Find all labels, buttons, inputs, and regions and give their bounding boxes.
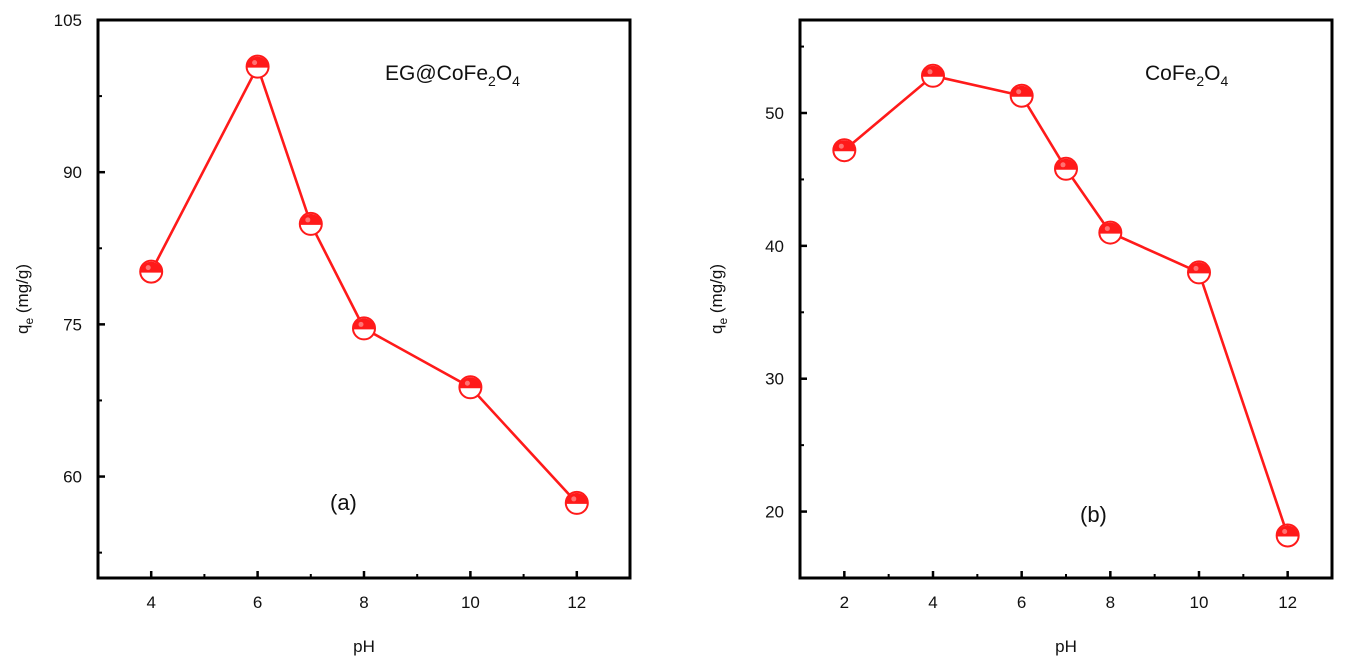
data-point-highlight: [252, 60, 258, 66]
data-point: [139, 259, 164, 284]
data-point: [1009, 83, 1034, 108]
data-point: [298, 211, 323, 236]
y-axis-label: qe (mg/g): [707, 264, 730, 334]
data-point-top-half: [1276, 525, 1299, 537]
x-tick-label: 2: [840, 593, 849, 612]
y-tick-label: 90: [63, 163, 82, 182]
data-point-top-half: [353, 318, 375, 330]
chart-panel-b: 2 4 6 8 10 12 20 30 40 50 pH qe (mg/g) CoFe2O4 (b): [707, 18, 1334, 656]
data-point-top-half: [1099, 222, 1122, 234]
data-point-highlight: [1282, 528, 1288, 534]
data-point: [832, 138, 857, 163]
data-point-highlight: [1104, 226, 1110, 232]
data-point-top-half: [459, 377, 482, 389]
x-tick-label: 8: [359, 593, 368, 612]
data-point-highlight: [1193, 265, 1199, 271]
data-point-highlight: [1060, 162, 1066, 168]
x-axis-label: pH: [1055, 637, 1077, 656]
data-point-highlight: [464, 380, 470, 386]
data-point-top-half: [140, 261, 163, 273]
panel-label: (a): [330, 490, 357, 515]
data-point: [245, 54, 270, 79]
data-point: [458, 375, 483, 400]
chart-panel-a: 4 6 8 10 12 60 75 90 105 pH qe (mg/g) EG@CoFe2O4 (a): [13, 11, 632, 656]
x-tick-label: 6: [253, 593, 262, 612]
series-line: [150, 63, 578, 504]
y-tick-label: 75: [63, 315, 82, 334]
data-point-top-half: [1055, 158, 1077, 170]
data-point-highlight: [358, 321, 364, 327]
data-point-top-half: [1010, 85, 1033, 97]
data-point-highlight: [927, 69, 933, 75]
x-tick-label: 4: [146, 593, 155, 612]
y-tick-label: 30: [765, 370, 784, 389]
y-tick-label: 105: [54, 11, 82, 30]
data-point: [1098, 220, 1123, 245]
data-point: [564, 490, 589, 515]
panel-label: (b): [1080, 502, 1107, 527]
data-point: [1187, 260, 1211, 285]
y-tick-label: 50: [765, 104, 784, 123]
series-line: [843, 74, 1289, 536]
x-tick-label: 12: [567, 593, 586, 612]
y-tick-label: 20: [765, 503, 784, 522]
sample-annotation: EG@CoFe2O4: [385, 62, 520, 89]
data-point: [921, 63, 945, 88]
x-tick-label: 10: [461, 593, 480, 612]
x-tick-label: 4: [928, 593, 937, 612]
data-point-top-half: [246, 56, 269, 68]
x-tick-label: 12: [1278, 593, 1297, 612]
y-axis-label: qe (mg/g): [13, 264, 36, 334]
x-tick-label: 6: [1017, 593, 1026, 612]
x-tick-label: 10: [1190, 593, 1209, 612]
data-point-top-half: [299, 213, 322, 225]
plot-frame: [96, 18, 632, 580]
data-point-highlight: [1016, 89, 1022, 95]
sample-annotation: CoFe2O4: [1145, 62, 1229, 89]
plot-frame: [798, 18, 1334, 580]
data-point: [1054, 156, 1078, 181]
data-point-highlight: [838, 143, 844, 149]
data-point-highlight: [571, 496, 577, 502]
data-point-top-half: [922, 65, 944, 77]
data-point-highlight: [305, 217, 311, 223]
data-point: [352, 316, 376, 341]
data-point-top-half: [833, 140, 856, 152]
x-axis-label: pH: [353, 637, 375, 656]
y-tick-label: 40: [765, 237, 784, 256]
data-point-top-half: [1188, 262, 1210, 274]
x-tick-label: 8: [1106, 593, 1115, 612]
data-point-highlight: [145, 265, 151, 271]
y-tick-label: 60: [63, 468, 82, 487]
data-point-top-half: [565, 492, 588, 504]
data-point: [1275, 523, 1300, 548]
